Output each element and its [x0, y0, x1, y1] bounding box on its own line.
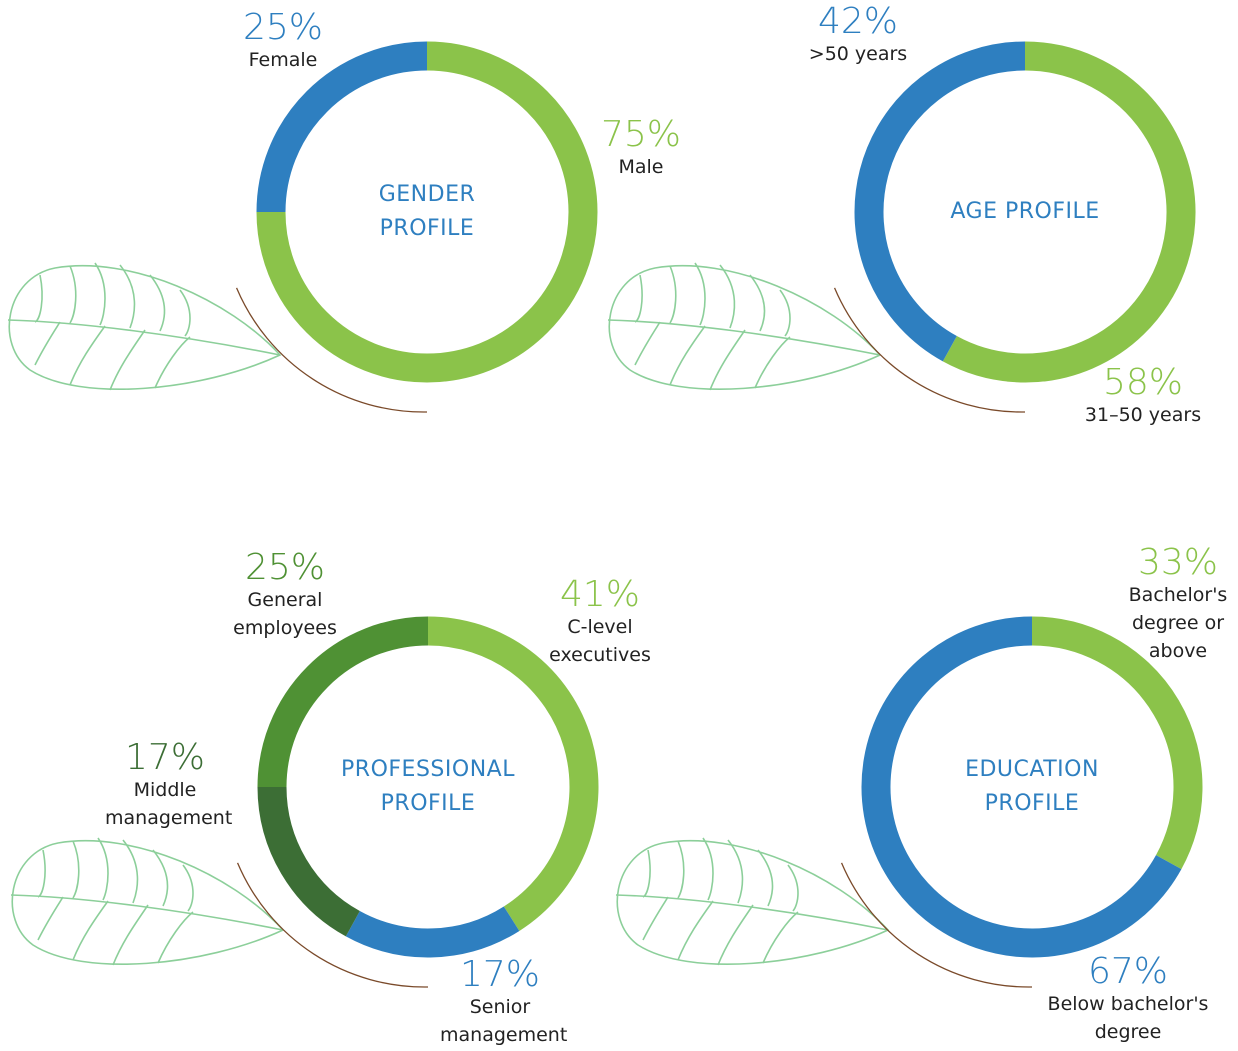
- category-label: C-level executives: [545, 613, 655, 669]
- slice-label: 75%Male: [541, 117, 741, 181]
- category-label: Male: [541, 153, 741, 181]
- donut-slice: [353, 919, 512, 943]
- chart-title: EDUCATION PROFILE: [952, 753, 1112, 821]
- category-label: 31–50 years: [1043, 401, 1238, 429]
- slice-label: 17%Senior management: [440, 957, 560, 1049]
- category-label: >50 years: [758, 40, 958, 68]
- chart-title: GENDER PROFILE: [367, 178, 487, 246]
- value-label: 67%: [1038, 954, 1218, 990]
- category-label: Senior management: [440, 993, 560, 1049]
- value-label: 75%: [541, 117, 741, 153]
- slice-label: 42%>50 years: [758, 4, 958, 68]
- leaf-decoration: [11, 838, 283, 965]
- value-label: 42%: [758, 4, 958, 40]
- leaf-decoration: [8, 263, 280, 390]
- slice-label: 25%Female: [183, 10, 383, 74]
- chart-title: PROFESSIONAL PROFILE: [328, 753, 528, 821]
- value-label: 17%: [105, 740, 225, 776]
- chart-title: AGE PROFILE: [925, 195, 1125, 229]
- category-label: General employees: [230, 586, 340, 642]
- category-label: Female: [183, 46, 383, 74]
- donut-slice: [1032, 631, 1188, 862]
- slice-label: 33%Bachelor's degree or above: [1123, 545, 1233, 665]
- value-label: 25%: [230, 550, 340, 586]
- category-label: Below bachelor's degree: [1038, 990, 1218, 1046]
- leaf-decoration: [616, 838, 888, 965]
- slice-label: 41%C-level executives: [545, 577, 655, 669]
- value-label: 41%: [545, 577, 655, 613]
- value-label: 58%: [1043, 365, 1238, 401]
- slice-label: 25%General employees: [230, 550, 340, 642]
- slice-label: 17%Middle management: [105, 740, 225, 832]
- leaf-decoration: [608, 263, 880, 390]
- slice-label: 58%31–50 years: [1043, 365, 1238, 429]
- value-label: 33%: [1123, 545, 1233, 581]
- value-label: 25%: [183, 10, 383, 46]
- category-label: Bachelor's degree or above: [1123, 581, 1233, 665]
- slice-label: 67%Below bachelor's degree: [1038, 954, 1218, 1046]
- category-label: Middle management: [105, 776, 225, 832]
- page: (() => { const data = JSON.parse(documen…: [0, 0, 1238, 1051]
- value-label: 17%: [440, 957, 560, 993]
